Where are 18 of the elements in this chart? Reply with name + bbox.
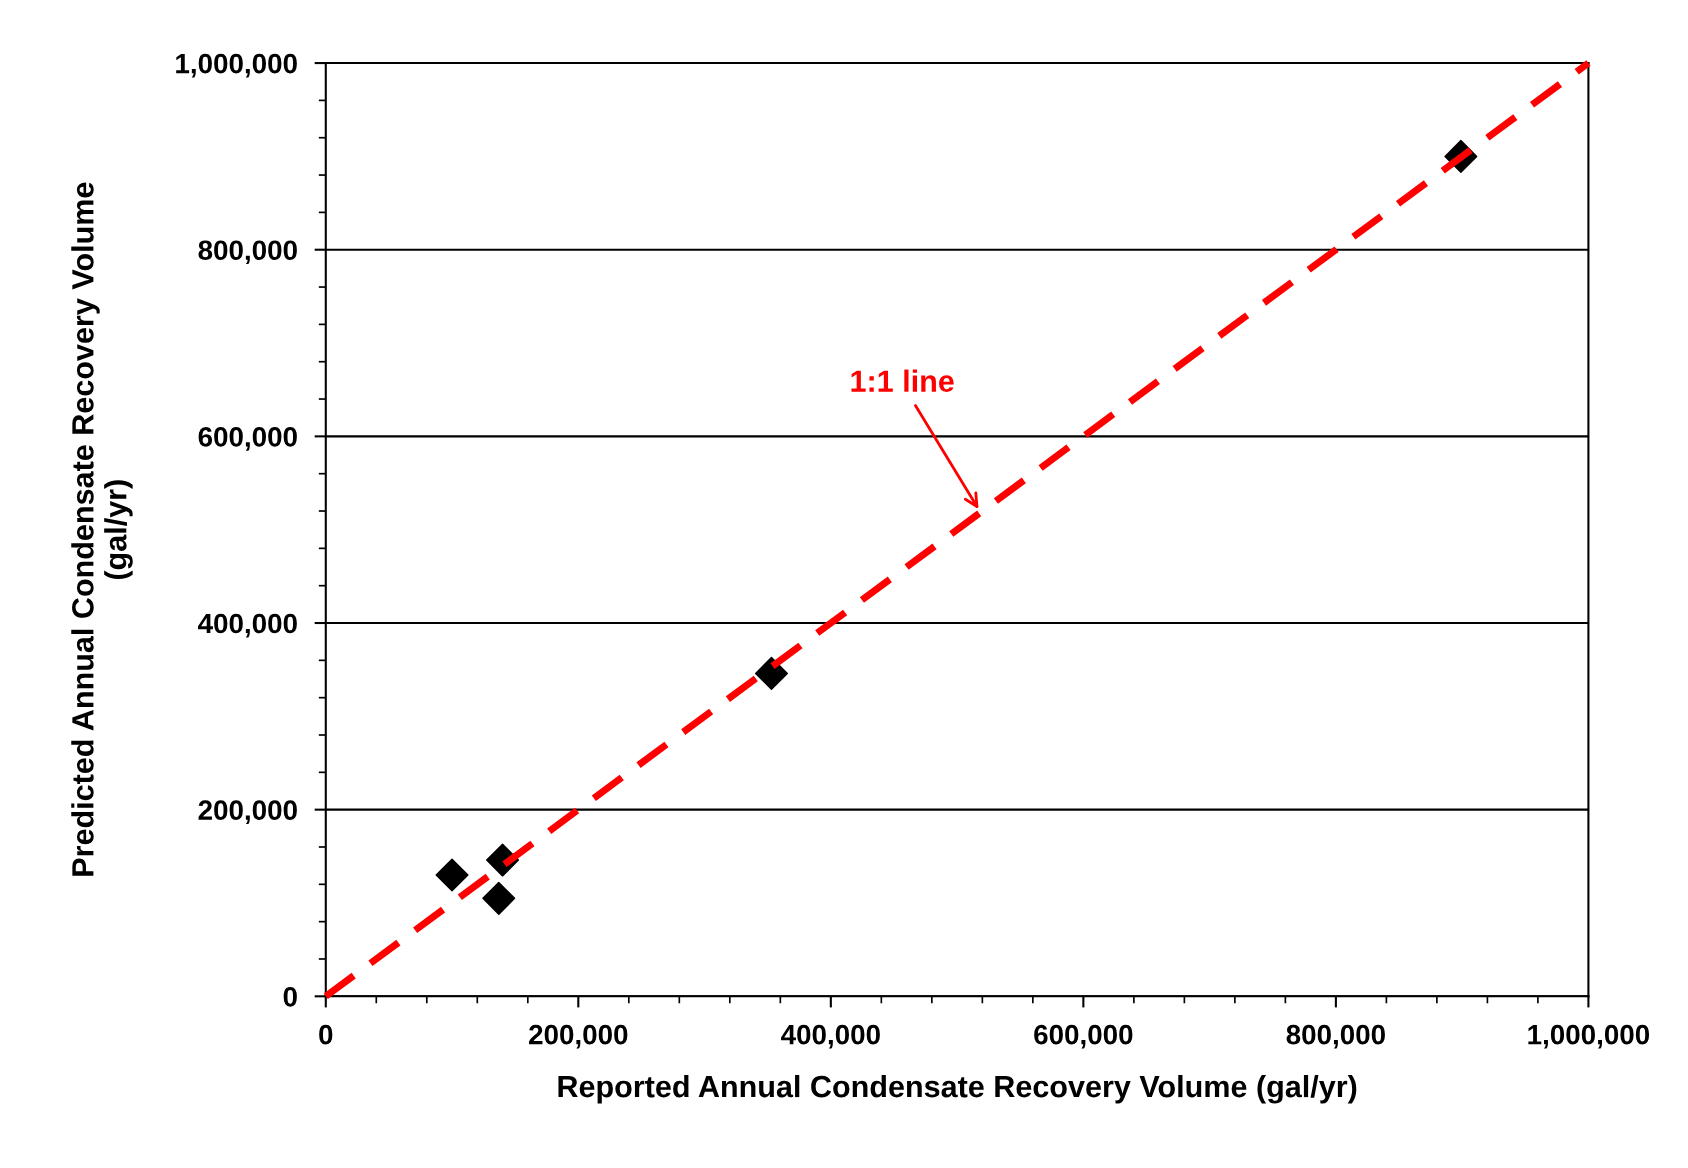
x-tick-label: 400,000 [781, 1024, 880, 1049]
point [435, 858, 469, 892]
point [482, 881, 516, 915]
x-tick-label: 0 [319, 1024, 333, 1045]
x-tick-label: 1,000,000 [1528, 1024, 1650, 1049]
x-axis-title: Reported Annual Condensate Recovery Volume (gal/yr) [558, 1074, 1357, 1104]
y-tick-label: 400,000 [198, 613, 297, 638]
x-tick-label: 200,000 [529, 1024, 628, 1049]
y-tick-label: 600,000 [198, 427, 297, 451]
y-axis-title: Predicted Annual Condensate Recovery Volume (gal/yr) [71, 182, 133, 876]
y-tick-label: 200,000 [198, 800, 297, 825]
y-tick-label: 800,000 [198, 240, 297, 265]
y-tick-label: 0 [283, 986, 297, 1007]
annotation: 1:1 line [851, 369, 954, 393]
point [754, 656, 789, 690]
y-tick-label: 1,000,000 [176, 53, 297, 78]
x-tick-label: 600,000 [1034, 1024, 1133, 1049]
x-tick-label: 800,000 [1286, 1024, 1385, 1049]
